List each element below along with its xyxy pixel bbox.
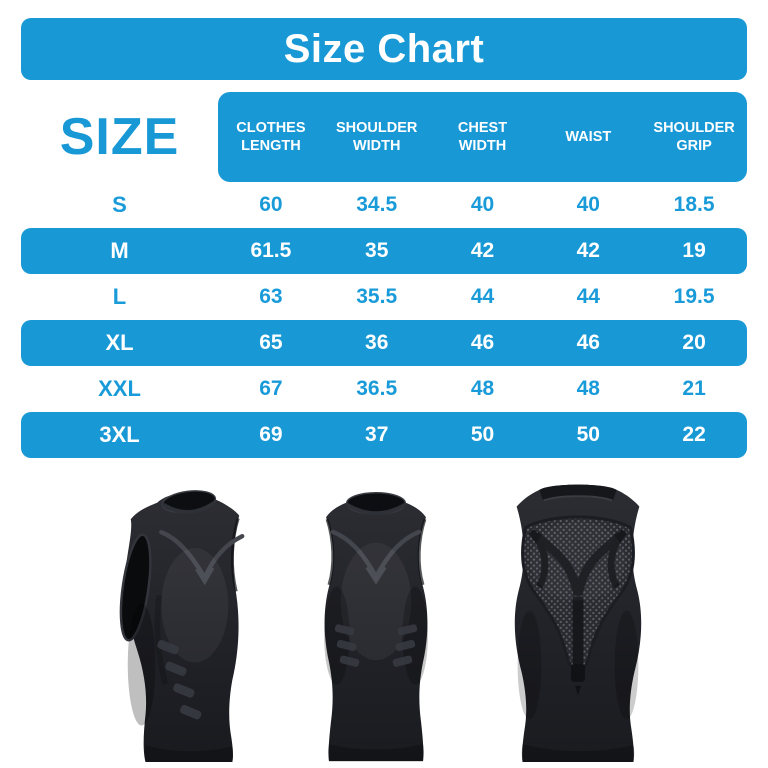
column-header-shoulder-grip: SHOULDER GRIP [653,119,735,154]
table-header-row: SIZE CLOTHES LENGTH SHOULDER WIDTH CHEST… [21,92,747,182]
value-clothes-length: 61.5 [250,239,292,262]
size-column-label: SIZE [59,108,180,166]
table-row-l: L 63 35.5 44 44 19.5 [21,274,747,320]
value-chest-width: 46 [470,331,495,354]
value-chest-width: 50 [470,423,495,446]
table-row-xxl: XXL 67 36.5 48 48 21 [21,366,747,412]
value-chest-width: 40 [470,193,495,216]
size-label: XXL [98,376,141,401]
value-clothes-length: 60 [259,193,283,216]
value-shoulder-width: 35 [365,239,389,262]
vest-three-quarter-view-image [119,490,245,763]
size-label: XL [105,330,134,355]
size-label: 3XL [99,422,140,447]
value-waist: 40 [576,193,600,216]
size-label: M [110,238,129,263]
value-chest-width: 44 [470,285,495,308]
column-header-clothes-length: CLOTHES LENGTH [236,119,306,154]
value-waist: 46 [576,331,600,354]
value-shoulder-width: 36 [365,331,389,354]
product-views [0,472,768,765]
value-clothes-length: 67 [259,377,283,400]
page-title: Size Chart [283,26,485,71]
value-clothes-length: 65 [259,331,283,354]
column-header-waist: WAIST [565,128,612,145]
column-headers-box: CLOTHES LENGTH SHOULDER WIDTH CHEST WIDT… [218,92,747,182]
value-shoulder-width: 35.5 [356,285,398,308]
table-row-s: S 60 34.5 40 40 18.5 [21,182,747,228]
column-header-shoulder-width: SHOULDER WIDTH [336,119,418,154]
value-shoulder-grip: 19.5 [673,285,715,308]
value-chest-width: 42 [470,239,495,262]
vest-front-view-image [324,491,428,762]
table-row-m: M 61.5 35 42 42 19 [21,228,747,274]
value-shoulder-grip: 21 [682,377,706,400]
size-chart-table: SIZE CLOTHES LENGTH SHOULDER WIDTH CHEST… [21,92,747,458]
value-shoulder-width: 37 [365,423,389,446]
value-shoulder-grip: 20 [682,331,706,354]
size-label: S [112,192,127,217]
value-clothes-length: 69 [259,423,283,446]
value-waist: 50 [576,423,600,446]
value-shoulder-width: 36.5 [356,377,398,400]
value-waist: 44 [576,285,600,308]
value-waist: 42 [576,239,600,262]
table-row-xl: XL 65 36 46 46 20 [21,320,747,366]
value-chest-width: 48 [470,377,495,400]
value-shoulder-grip: 18.5 [673,193,715,216]
page-title-banner: Size Chart [21,18,747,80]
table-row-3xl: 3XL 69 37 50 50 22 [21,412,747,458]
value-waist: 48 [576,377,600,400]
value-shoulder-width: 34.5 [356,193,398,216]
size-label: L [112,284,127,309]
value-shoulder-grip: 19 [682,239,706,262]
value-shoulder-grip: 22 [682,423,706,446]
column-header-chest-width: CHEST WIDTH [457,119,508,154]
vest-back-view-image [514,484,642,763]
value-clothes-length: 63 [259,285,283,308]
